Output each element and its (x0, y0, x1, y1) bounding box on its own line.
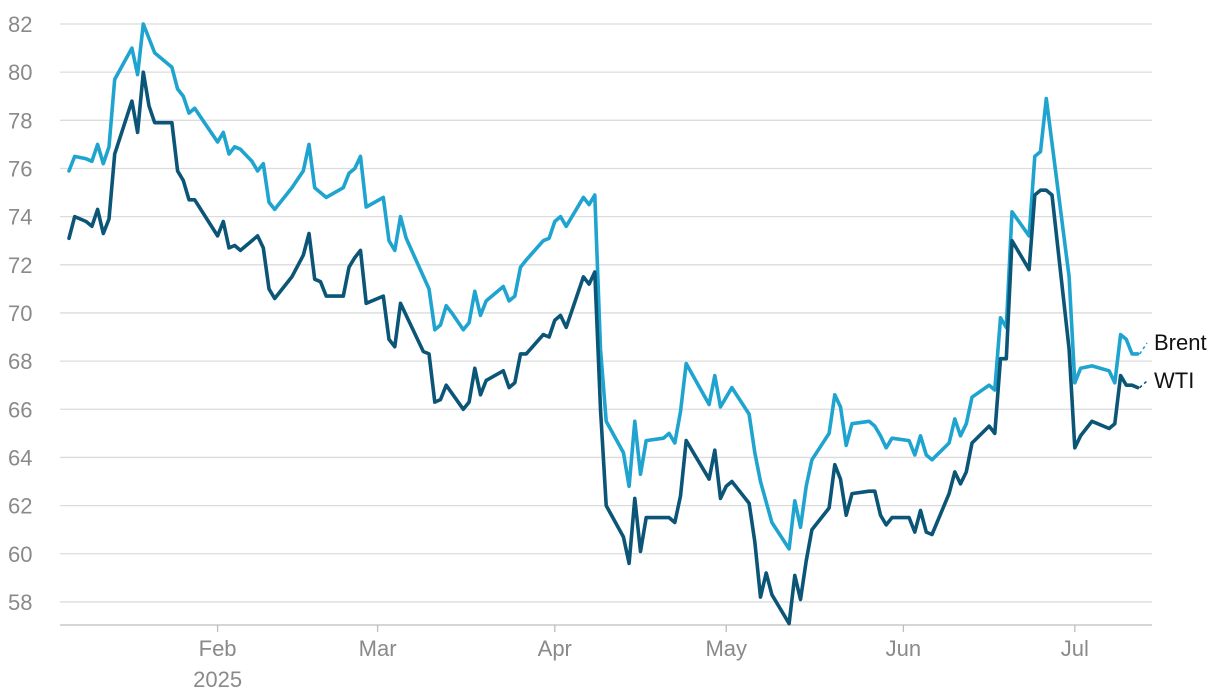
y-tick-label: 72 (8, 253, 32, 278)
x-tick-label: Jul (1061, 636, 1089, 661)
y-tick-label: 68 (8, 349, 32, 374)
series-line-brent (67, 22, 1140, 551)
legend-connector-brent (1139, 342, 1148, 355)
y-tick-label: 74 (8, 205, 32, 230)
x-tick-label: May (705, 636, 747, 661)
y-tick-label: 64 (8, 445, 32, 470)
legend: Brent WTI (1139, 330, 1207, 393)
y-tick-label: 60 (8, 542, 32, 567)
x-tick-sublabel: 2025 (193, 667, 242, 692)
y-tick-label: 80 (8, 60, 32, 85)
y-tick-label: 62 (8, 494, 32, 519)
y-tick-label: 58 (8, 590, 32, 615)
x-tick-label: Apr (538, 636, 572, 661)
x-tick-label: Jun (886, 636, 921, 661)
series-line-wti (67, 70, 1140, 626)
y-tick-label: 82 (8, 12, 32, 37)
y-tick-label: 70 (8, 301, 32, 326)
y-tick-label: 76 (8, 156, 32, 181)
legend-connector-wti (1139, 380, 1148, 389)
x-tick-label: Feb (199, 636, 237, 661)
x-tick-label: Mar (359, 636, 397, 661)
x-axis: Feb 2025 Mar Apr May Jun Jul (60, 624, 1152, 692)
legend-label-wti: WTI (1154, 368, 1194, 393)
series (67, 22, 1140, 626)
y-tick-label: 66 (8, 397, 32, 422)
gridlines (60, 23, 1152, 603)
legend-label-brent: Brent (1154, 330, 1207, 355)
y-tick-label: 78 (8, 108, 32, 133)
y-axis: 58 60 62 64 66 68 70 72 74 76 78 80 82 (8, 12, 32, 615)
